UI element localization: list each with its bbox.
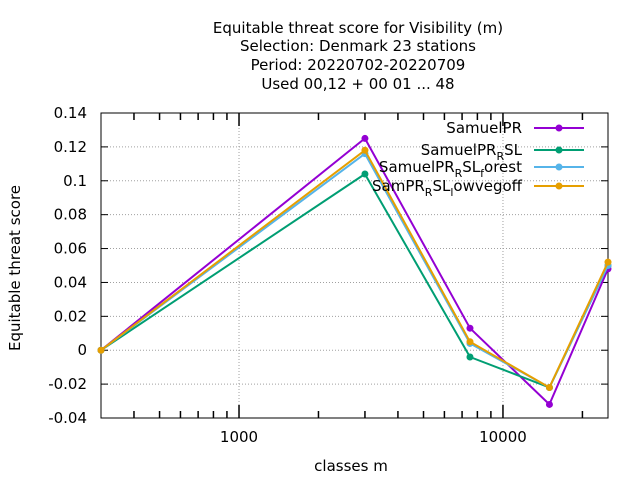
legend-text: owvegoff	[453, 177, 522, 195]
data-point	[361, 146, 369, 154]
legend-entry-3: SamuelPRRSLforest	[379, 158, 584, 180]
legend-marker	[555, 182, 563, 190]
legend-subscript: R	[425, 186, 433, 199]
y-tick-label: 0.06	[54, 240, 87, 258]
legend-subscript: R	[496, 150, 504, 163]
title-line-2: Selection: Denmark 23 stations	[240, 37, 476, 55]
legend-label: SamuelPRRSL	[421, 141, 523, 163]
legend: SamuelPRSamuelPRRSLSamuelPRRSLforestSamP…	[372, 119, 584, 199]
data-point	[466, 353, 474, 361]
series-1	[97, 134, 612, 408]
y-tick-label: -0.04	[48, 409, 87, 427]
title-line-3: Period: 20220702-20220709	[251, 56, 466, 74]
legend-marker	[555, 163, 563, 171]
y-tick-label: 0.08	[54, 206, 87, 224]
legend-text: SamuelPR	[446, 119, 522, 137]
data-point	[466, 324, 474, 332]
title-line-4: Used 00,12 + 00 01 ... 48	[261, 75, 454, 93]
title-line-1: Equitable threat score for Visibility (m…	[213, 19, 503, 37]
legend-marker	[555, 124, 563, 132]
x-axis-label: classes m	[314, 457, 388, 475]
legend-subscript: l	[450, 186, 453, 199]
y-axis-label: Equitable threat score	[6, 185, 24, 351]
legend-text: SL	[462, 158, 481, 176]
series-2	[97, 170, 612, 391]
legend-text: orest	[484, 158, 522, 176]
y-tick-label: 0.04	[54, 273, 87, 291]
legend-entry-4: SamPRRSLlowvegoff	[372, 177, 584, 199]
legend-subscript: f	[480, 167, 485, 180]
data-point	[361, 170, 369, 178]
y-tick-label: -0.02	[48, 375, 87, 393]
x-tick-label: 1000	[220, 428, 258, 446]
series-line	[100, 173, 609, 389]
series-line	[100, 152, 609, 389]
ticks: -0.04 -0.02 0 0.02 0.04 0.06 0.08 0.1 0.12 0.14 10…	[48, 104, 608, 446]
legend-entry-2: SamuelPRRSL	[421, 141, 584, 163]
data-point	[604, 258, 612, 266]
series-layer	[97, 134, 612, 408]
legend-label: SamPRRSLlowvegoff	[372, 177, 523, 199]
chart-title: Equitable threat score for Visibility (m…	[213, 19, 503, 93]
y-tick-label: 0.14	[54, 104, 87, 122]
data-point	[97, 346, 105, 354]
legend-entry-1: SamuelPR	[446, 119, 584, 137]
legend-text: SL	[432, 177, 451, 195]
x-tick-label: 10000	[479, 428, 527, 446]
y-tick-label: 0.12	[54, 138, 87, 156]
legend-label: SamuelPR	[446, 119, 522, 137]
legend-text: SamuelPR	[421, 141, 497, 159]
data-point	[466, 338, 474, 346]
legend-text: SL	[504, 141, 523, 159]
y-tick-label: 0	[77, 341, 87, 359]
y-tick-label: 0.1	[63, 172, 87, 190]
legend-marker	[555, 146, 563, 154]
data-point	[361, 134, 369, 142]
legend-subscript: R	[455, 167, 463, 180]
data-point	[545, 384, 553, 391]
legend-label: SamuelPRRSLforest	[379, 158, 522, 180]
legend-text: SamPR	[372, 177, 425, 195]
data-point	[545, 400, 553, 408]
series-line	[100, 137, 609, 406]
y-tick-label: 0.02	[54, 307, 87, 325]
legend-text: SamuelPR	[379, 158, 455, 176]
series-line	[100, 149, 609, 389]
series-4	[97, 146, 612, 391]
